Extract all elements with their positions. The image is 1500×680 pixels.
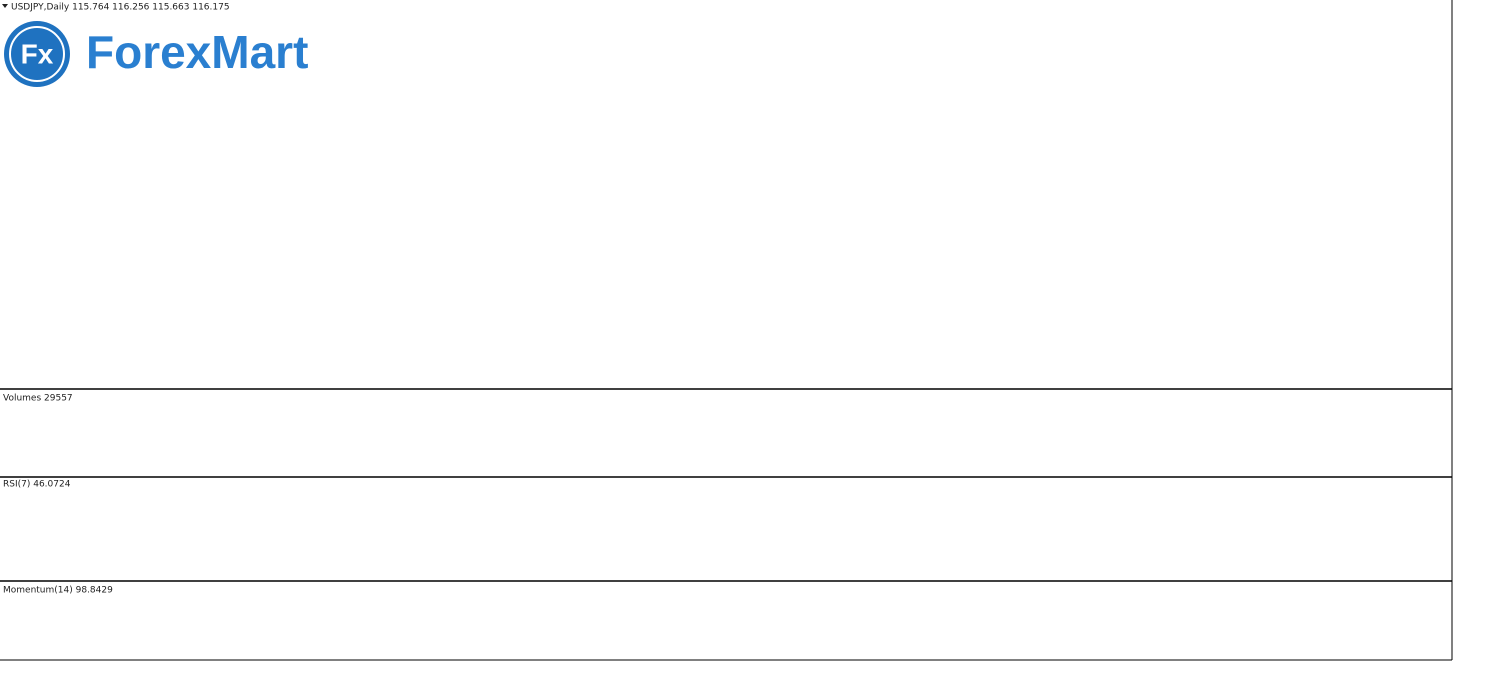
chart-header: USDJPY,Daily 115.764 116.256 115.663 116…	[11, 3, 230, 13]
panel-title: RSI(7) 46.0724	[3, 480, 71, 490]
logo: Fx ForexMart	[4, 21, 308, 87]
frame-layer: USDJPY,Daily 115.764 116.256 115.663 116…	[0, 0, 1453, 661]
panel-title: Momentum(14) 98.8429	[3, 586, 113, 596]
header-icon	[2, 4, 8, 8]
panel-title: Volumes 29557	[3, 394, 73, 404]
logo-text: ForexMart	[86, 26, 308, 78]
logo-ring	[9, 26, 65, 82]
logo-icon: Fx	[21, 38, 54, 69]
logo-circle	[4, 21, 70, 87]
